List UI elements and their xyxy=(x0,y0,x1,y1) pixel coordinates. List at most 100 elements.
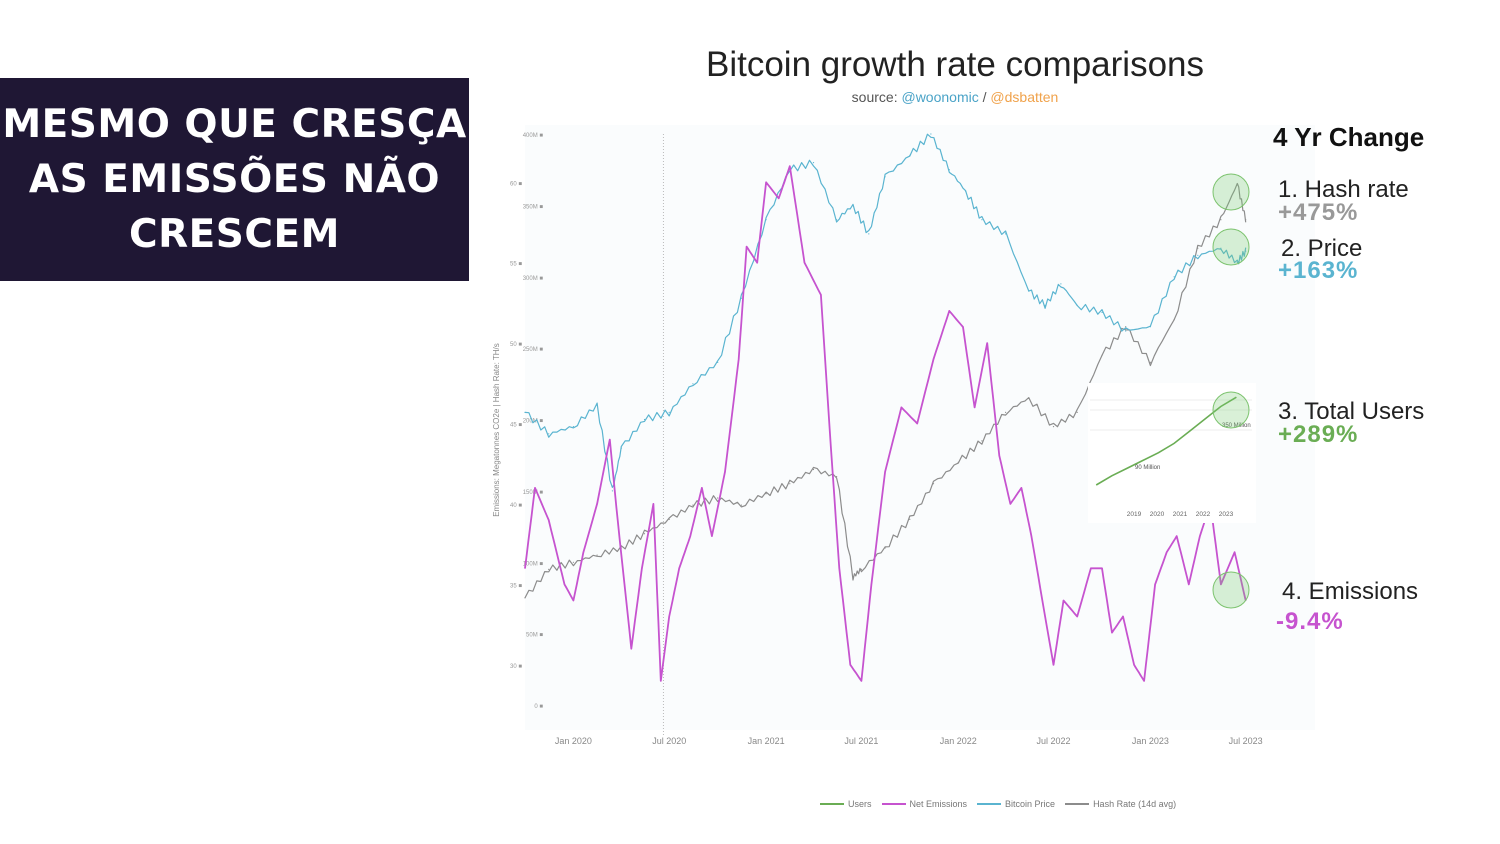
x-tick-label: Jan 2022 xyxy=(940,736,977,746)
series-point xyxy=(534,487,536,489)
series-point xyxy=(1209,503,1211,505)
series-point xyxy=(524,597,526,599)
series-point xyxy=(909,154,911,156)
hashrate-tick-label: 50M ■ xyxy=(526,633,543,639)
inset-background xyxy=(1088,383,1256,523)
series-point xyxy=(596,404,598,406)
x-tick-label: Jul 2022 xyxy=(1037,736,1071,746)
series-point xyxy=(1173,276,1175,278)
emissions-tick-label: 45 ■ xyxy=(510,423,522,429)
x-tick-label: Jul 2023 xyxy=(1229,736,1263,746)
series-point xyxy=(828,422,830,425)
highlight-circle xyxy=(1212,571,1250,609)
inset-annotation-low: 90 Million xyxy=(1135,465,1160,471)
series-point xyxy=(738,358,740,360)
series-point xyxy=(1220,247,1222,249)
series-point xyxy=(852,575,854,578)
series-point xyxy=(778,197,780,199)
emissions-tick-label: 50 ■ xyxy=(510,342,522,348)
metric-emissions-label: 4. Emissions xyxy=(1282,578,1419,605)
emissions-tick-label: 40 ■ xyxy=(510,503,522,509)
legend-label: Bitcoin Price xyxy=(1005,799,1056,809)
metric-hash-rate-value: +475% xyxy=(1278,199,1359,226)
series-point xyxy=(641,567,643,569)
series-point xyxy=(789,169,791,171)
series-point xyxy=(957,461,959,463)
series-point xyxy=(1236,183,1238,185)
series-point xyxy=(1044,304,1046,306)
emissions-tick-label: 60 ■ xyxy=(510,181,522,187)
chart-title: Bitcoin growth rate comparisons xyxy=(706,45,1204,84)
series-point xyxy=(563,583,566,586)
four-year-change-heading: 4 Yr Change xyxy=(1273,122,1425,152)
series-point xyxy=(660,680,662,682)
series-point xyxy=(1166,551,1168,553)
metric-users-value: +289% xyxy=(1278,421,1359,448)
hashrate-tick-label: 100M ■ xyxy=(523,561,544,567)
chart-legend: Users Net Emissions Bitcoin Price Hash Rate… xyxy=(820,799,1176,809)
series-point xyxy=(1101,567,1103,569)
axes-layer: Jan 2020 Jul 2020 Jan 2021 Jul 2021 Jan 2022… xyxy=(492,133,1263,746)
highlight-circles xyxy=(1212,173,1250,609)
hashrate-tick-label: 0 ■ xyxy=(534,704,543,710)
series-point xyxy=(609,439,611,441)
plot-area xyxy=(525,125,1315,730)
series-point xyxy=(1122,615,1124,618)
series-point xyxy=(1220,219,1222,221)
series-point xyxy=(1176,535,1178,537)
hashrate-tick-label: 150M ■ xyxy=(523,490,544,496)
x-tick-label: Jul 2021 xyxy=(844,736,878,746)
emissions-tick-label: 55 ■ xyxy=(510,262,522,268)
series-point xyxy=(1076,304,1078,306)
series-point xyxy=(789,165,791,167)
series-point xyxy=(756,262,758,264)
series-point xyxy=(1020,487,1023,489)
metric-emissions-value: -9.4% xyxy=(1276,608,1344,635)
x-tick-label: Jan 2020 xyxy=(555,736,592,746)
headline-line-1: MESMO QUE CRESÇA xyxy=(2,102,467,147)
series-point xyxy=(1076,615,1078,618)
series-point xyxy=(1154,583,1156,586)
series-point xyxy=(765,181,767,183)
legend-label: Users xyxy=(848,799,872,809)
series-point xyxy=(1062,599,1065,602)
series-point xyxy=(948,310,950,312)
highlight-circle xyxy=(1212,391,1250,429)
metric-hash-rate-label: 1. Hash rate xyxy=(1278,176,1409,203)
series-point xyxy=(1197,247,1199,249)
series-point xyxy=(812,468,815,471)
series-point xyxy=(548,433,550,435)
series-point xyxy=(1028,397,1030,399)
source-woonomic: @woonomic xyxy=(901,89,979,105)
legend-label: Hash Rate (14d avg) xyxy=(1093,799,1177,809)
series-point xyxy=(692,504,694,506)
series-point xyxy=(1149,326,1151,328)
source-dsbatten: @dsbatten xyxy=(990,89,1059,105)
series-line xyxy=(524,133,1247,488)
legend-swatch xyxy=(1065,803,1090,805)
legend-swatch xyxy=(977,803,1002,805)
chart-source: source: @woonomic / @dsbatten xyxy=(790,89,1120,105)
series-point xyxy=(900,406,903,408)
series-point xyxy=(1060,283,1062,285)
series-point xyxy=(1199,535,1201,537)
x-tick-label: Jul 2020 xyxy=(652,736,686,746)
legend-swatch xyxy=(820,803,844,805)
series-point xyxy=(548,568,550,571)
series-point xyxy=(1143,680,1145,682)
series-point xyxy=(668,615,670,618)
series-point xyxy=(1234,551,1236,553)
series-point xyxy=(812,162,815,164)
series-point xyxy=(974,406,976,408)
series-point xyxy=(1173,319,1175,321)
series-point xyxy=(789,483,791,485)
series-point xyxy=(860,568,863,571)
y-axis-label: Emissions: Megatonnes CO2e | Hash Rate: … xyxy=(492,343,501,517)
series-point xyxy=(572,426,575,428)
series-point xyxy=(1044,615,1046,618)
headline-line-2: AS EMISSÕES NÃO xyxy=(28,157,441,202)
highlight-circle xyxy=(1212,173,1250,211)
series-point xyxy=(909,518,911,521)
series-point xyxy=(1090,567,1092,569)
series-point xyxy=(1052,426,1055,428)
